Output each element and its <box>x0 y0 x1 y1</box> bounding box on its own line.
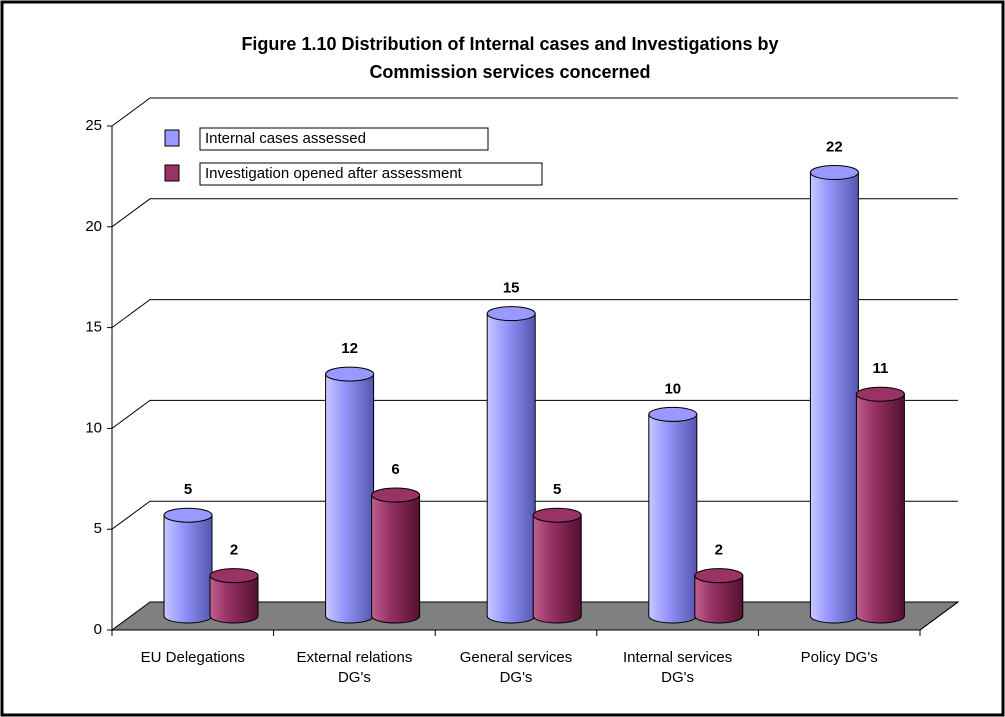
bar <box>325 373 375 624</box>
y-tick-label: 0 <box>94 621 102 638</box>
bar <box>371 494 421 624</box>
grid-line <box>111 299 958 329</box>
value-label: 6 <box>391 461 399 478</box>
value-label: 5 <box>184 481 192 498</box>
bar-top <box>371 487 421 503</box>
bar <box>209 575 259 624</box>
x-tick-label-line: Policy DG's <box>801 649 878 666</box>
bar <box>809 171 859 624</box>
x-tick-label-line: EU Delegations <box>141 649 245 666</box>
x-tick-label-line: General services <box>460 649 573 666</box>
value-label: 10 <box>664 380 681 397</box>
x-tick-label: EU Delegations <box>141 649 245 666</box>
chart-title: Figure 1.10 Distribution of Internal cas… <box>241 34 778 54</box>
y-tick-label: 20 <box>85 218 102 235</box>
value-label: 2 <box>230 542 238 559</box>
bar-top <box>809 164 859 180</box>
value-label: 15 <box>503 280 520 297</box>
y-tick-label: 25 <box>85 117 102 134</box>
y-tick-label: 10 <box>85 419 102 436</box>
bar-top <box>648 406 698 422</box>
floor-edge <box>919 601 959 631</box>
legend-label: Investigation opened after assessment <box>205 165 463 182</box>
x-tick-label: Policy DG's <box>801 649 878 666</box>
grid-line <box>111 97 958 127</box>
x-tick-label-line: DG's <box>661 669 694 686</box>
bar-top <box>163 507 213 523</box>
legend-label: Internal cases assessed <box>205 130 366 147</box>
grid-line <box>111 198 958 228</box>
value-label: 5 <box>553 481 561 498</box>
bar <box>163 514 213 624</box>
bar-top <box>486 306 536 322</box>
legend-box <box>199 162 543 186</box>
x-tick-label-line: DG's <box>500 669 533 686</box>
bar <box>532 514 582 624</box>
value-label: 12 <box>341 340 358 357</box>
chart-subtitle: Commission services concerned <box>369 62 650 82</box>
bar-top <box>209 568 259 584</box>
bar <box>855 393 905 624</box>
bar-top <box>694 568 744 584</box>
grid-line <box>111 399 958 429</box>
x-tick-label: External relations DG's <box>296 649 412 686</box>
bar <box>486 313 536 624</box>
x-tick-label-line: External relations <box>296 649 412 666</box>
x-tick-label: General services DG's <box>460 649 573 686</box>
legend-box <box>199 127 489 151</box>
legend-swatch <box>164 164 180 182</box>
x-tick-label: Internal services DG's <box>623 649 732 686</box>
bar-top <box>532 507 582 523</box>
legend-swatch <box>164 129 180 147</box>
value-label: 22 <box>826 138 843 155</box>
y-tick-label: 15 <box>85 319 102 336</box>
bar <box>648 413 698 624</box>
value-label: 2 <box>715 542 723 559</box>
x-tick-label-line: Internal services <box>623 649 732 666</box>
x-tick-label-line: DG's <box>338 669 371 686</box>
bar <box>694 575 744 624</box>
bar-top <box>325 366 375 382</box>
value-label: 11 <box>872 360 888 377</box>
y-tick-label: 5 <box>94 520 102 537</box>
bar-top <box>855 386 905 402</box>
